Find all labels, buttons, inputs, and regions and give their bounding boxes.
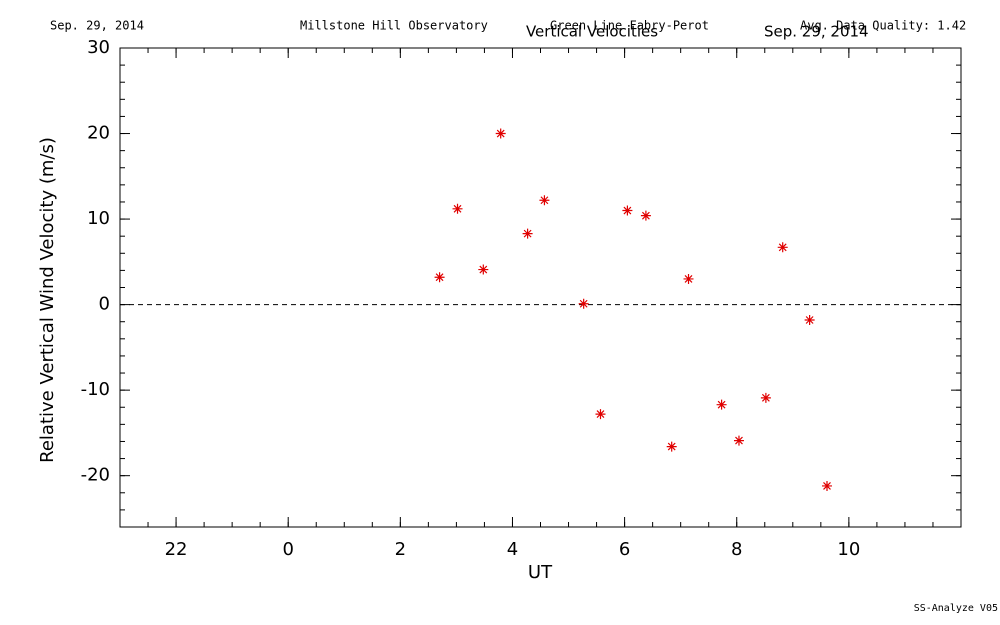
- data-point: [495, 128, 506, 139]
- data-point: [539, 195, 550, 206]
- y-tick-label: 20: [87, 123, 110, 144]
- chart-title: Vertical Velocities: [526, 23, 658, 41]
- data-point: [478, 264, 489, 275]
- date-right: Sep. 29, 2014: [764, 23, 869, 41]
- data-point: [760, 392, 771, 403]
- x-tick-label: 22: [165, 539, 188, 560]
- x-tick-label: 4: [507, 539, 518, 560]
- x-tick-label: 6: [619, 539, 630, 560]
- observatory: Millstone Hill Observatory: [300, 19, 488, 33]
- data-point: [452, 203, 463, 214]
- x-tick-label: 8: [731, 539, 742, 560]
- x-tick-label: 10: [837, 539, 860, 560]
- data-point: [434, 272, 445, 283]
- x-tick-label: 0: [282, 539, 293, 560]
- x-axis-label: UT: [528, 562, 553, 583]
- data-point: [595, 409, 606, 420]
- quality: Avg. Data Quality: 1.42: [800, 19, 966, 33]
- date-left: Sep. 29, 2014: [50, 19, 144, 33]
- data-point: [777, 242, 788, 253]
- plot-frame: [119, 47, 962, 528]
- y-axis-label: Relative Vertical Wind Velocity (m/s): [37, 137, 58, 463]
- data-point: [622, 205, 633, 216]
- data-point: [716, 399, 727, 410]
- y-tick-label: 10: [87, 208, 110, 229]
- data-point: [640, 210, 651, 221]
- y-tick-label: -10: [81, 379, 110, 400]
- data-point: [733, 435, 744, 446]
- data-point: [578, 298, 589, 309]
- data-point: [522, 228, 533, 239]
- data-point: [666, 441, 677, 452]
- footer: SS-Analyze V05: [914, 603, 998, 614]
- y-tick-label: 0: [99, 294, 110, 315]
- x-tick-label: 2: [395, 539, 406, 560]
- data-point: [804, 315, 815, 326]
- data-point: [683, 273, 694, 284]
- data-point: [822, 480, 833, 491]
- instrument: Green Line Fabry-Perot: [550, 19, 709, 33]
- y-tick-label: 30: [87, 37, 110, 58]
- y-tick-label: -20: [81, 465, 110, 486]
